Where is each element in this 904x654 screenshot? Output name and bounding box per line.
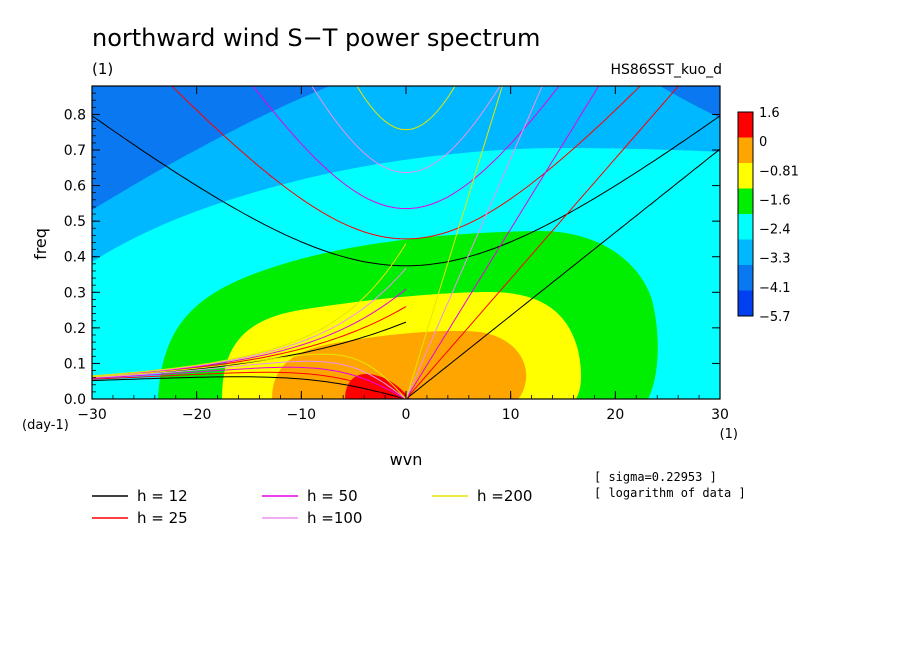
x-tick-label: 10 xyxy=(502,407,520,423)
colorbar-label: −2.4 xyxy=(759,223,791,238)
y-tick-label: 0.4 xyxy=(64,250,86,266)
dispersion-curve-h50 xyxy=(92,366,407,399)
y-tick-label: 0.2 xyxy=(64,321,86,337)
colorbar-swatch xyxy=(738,239,753,265)
chart-subtitle: (1) xyxy=(92,60,113,78)
dispersion-curve-h100 xyxy=(311,86,501,174)
legend-label: h = 25 xyxy=(137,509,188,527)
colorbar-swatch xyxy=(738,137,753,163)
dispersion-curve-h25 xyxy=(92,371,407,399)
y-tick-label: 0.8 xyxy=(64,107,86,123)
contour-level-orange xyxy=(272,330,527,399)
x-tick-label: −20 xyxy=(182,407,212,423)
note-sigma: [ sigma=0.22953 ] xyxy=(594,470,717,484)
colorbar-label: −3.3 xyxy=(759,252,791,267)
dispersion-curve-h12 xyxy=(92,376,407,399)
legend-label: h = 12 xyxy=(137,487,188,505)
x-tick-label: 30 xyxy=(711,407,729,423)
contour-level-lowest-right xyxy=(660,86,720,118)
chart-title: northward wind S−T power spectrum xyxy=(92,24,540,52)
note-logarithm: [ logarithm of data ] xyxy=(594,486,746,500)
contour-fill xyxy=(92,86,720,399)
legend: h = 12 h = 25 h = 50 h =100 h =200 xyxy=(92,487,532,527)
legend-label: h =200 xyxy=(477,487,532,505)
run-label: HS86SST_kuo_d xyxy=(610,62,722,78)
y-tick-label: 0.3 xyxy=(64,285,86,301)
y-tick-label: 0.7 xyxy=(64,143,86,159)
colorbar-label: 1.6 xyxy=(759,106,780,121)
colorbar-swatch xyxy=(738,290,753,316)
y-tick-label: 0.6 xyxy=(64,179,86,195)
legend-label: h = 50 xyxy=(307,487,358,505)
colorbar: 1.6 0 −0.81 −1.6 −2.4 −3.3 −4.1 −5.7 xyxy=(737,106,799,325)
colorbar-swatch xyxy=(738,163,753,189)
colorbar-swatch xyxy=(738,188,753,214)
dispersion-curve-h25 xyxy=(405,86,680,399)
colorbar-swatch xyxy=(738,112,753,138)
dispersion-curves xyxy=(92,86,720,399)
dispersion-curve-h200 xyxy=(356,86,456,131)
colorbar-label: −0.81 xyxy=(759,164,799,179)
dispersion-curve-h200 xyxy=(92,243,407,377)
colorbar-label: 0 xyxy=(759,135,767,150)
y-axis-ticks: 0.0 0.1 0.2 0.3 0.4 0.5 0.6 0.7 0.8 xyxy=(64,85,720,408)
legend-label: h =100 xyxy=(307,509,362,527)
colorbar-swatch xyxy=(738,214,753,240)
dispersion-curve-h12 xyxy=(92,115,720,267)
y-tick-label: 0.5 xyxy=(64,214,86,230)
x-axis-label: wvn xyxy=(390,450,423,469)
x-tick-label: 0 xyxy=(402,407,411,423)
x-unit-label: (1) xyxy=(720,427,738,442)
dispersion-curve-h12 xyxy=(405,148,720,399)
dispersion-curve-h200 xyxy=(92,353,407,399)
dispersion-curve-h100 xyxy=(92,360,407,399)
dispersion-curve-h50 xyxy=(252,86,560,210)
colorbar-label: −4.1 xyxy=(759,281,791,296)
dispersion-curve-h25 xyxy=(171,86,641,240)
y-axis-label: freq xyxy=(31,228,50,260)
colorbar-label: −5.7 xyxy=(759,310,791,325)
x-tick-label: −10 xyxy=(287,407,317,423)
x-tick-label: 20 xyxy=(606,407,624,423)
x-tick-label: −30 xyxy=(77,407,107,423)
dispersion-curve-h50 xyxy=(405,86,600,399)
colorbar-swatch xyxy=(738,265,753,291)
dispersion-curve-h100 xyxy=(405,86,543,399)
dispersion-curve-h200 xyxy=(405,86,503,399)
colorbar-label: −1.6 xyxy=(759,193,791,208)
x-axis-ticks: −30 −20 −10 0 10 20 30 xyxy=(77,86,729,423)
contour-level-lowest-left xyxy=(92,86,330,210)
y-unit-label: (day-1) xyxy=(22,418,69,433)
y-tick-label: 0.1 xyxy=(64,356,86,372)
y-tick-label: 0.0 xyxy=(64,392,86,408)
colorbar-frame xyxy=(737,111,754,317)
